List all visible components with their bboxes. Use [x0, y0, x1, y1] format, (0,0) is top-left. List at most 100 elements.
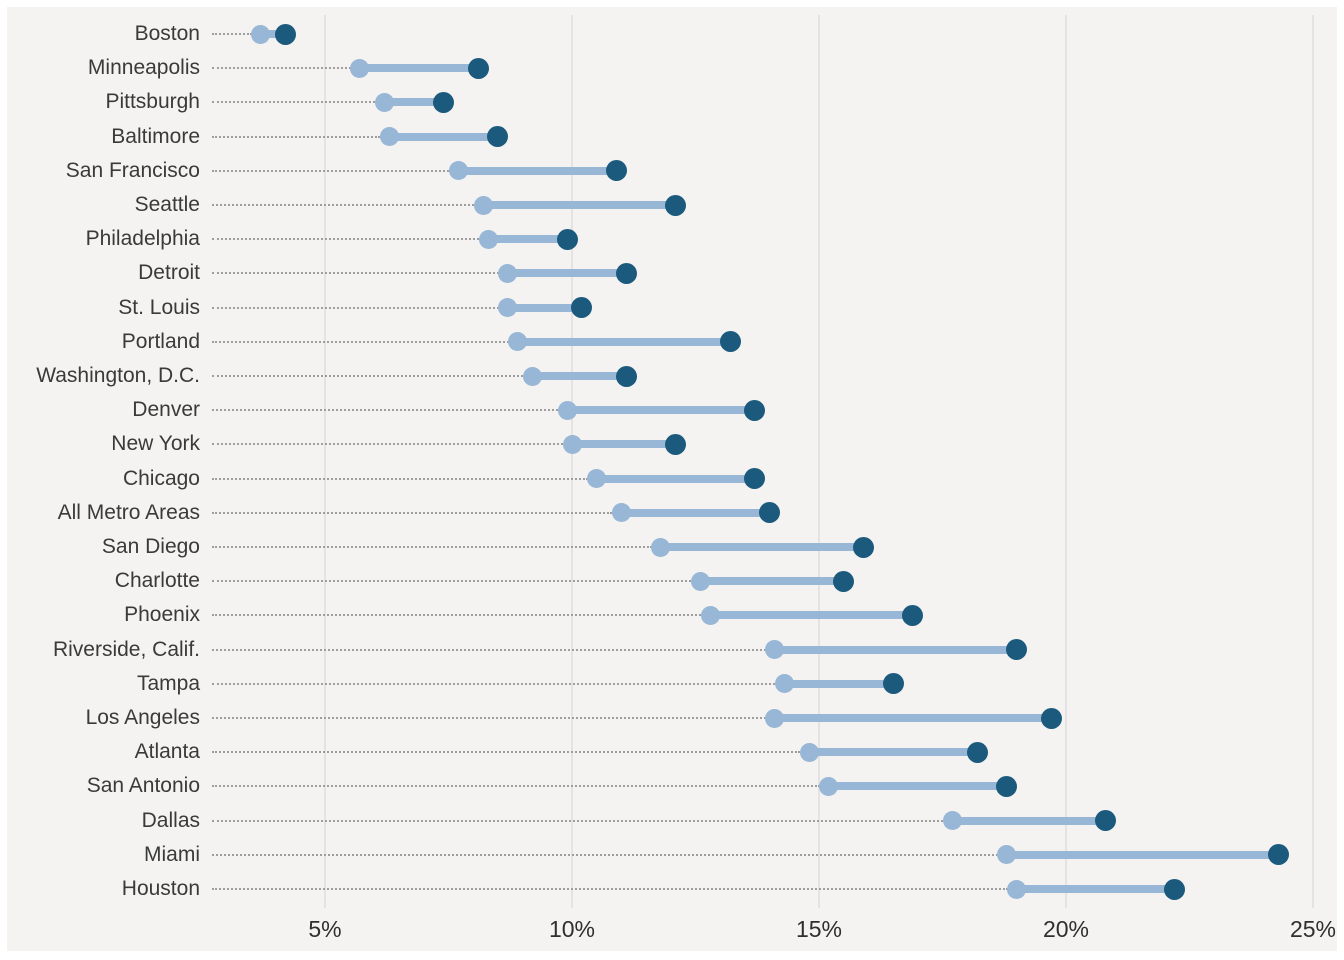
row-label: Philadelphia: [85, 227, 200, 251]
connector-bar: [774, 714, 1052, 722]
leader-line: [212, 648, 766, 651]
leader-line: [212, 546, 652, 548]
start-dot: [690, 571, 710, 591]
connector-bar: [483, 201, 676, 209]
leader-line: [212, 682, 776, 685]
end-dot: [274, 23, 296, 45]
connector-bar: [572, 440, 676, 449]
start-dot: [587, 469, 607, 489]
connector-bar: [784, 679, 894, 688]
gridline: [1065, 15, 1067, 908]
connector-bar: [517, 337, 731, 346]
row-label: Phoenix: [124, 603, 200, 627]
end-dot: [487, 126, 509, 148]
row-label: Detroit: [138, 261, 200, 285]
end-dot: [615, 365, 637, 387]
end-dot: [665, 433, 687, 455]
start-dot: [819, 776, 839, 796]
end-dot: [966, 741, 988, 763]
connector-bar: [384, 98, 444, 107]
leader-line: [212, 614, 702, 617]
connector-bar: [260, 30, 286, 38]
connector-bar: [710, 611, 913, 620]
connector-bar: [621, 508, 770, 517]
leader-line: [212, 409, 559, 412]
x-axis-tick-label: 20%: [1042, 916, 1090, 942]
leader-line: [212, 306, 499, 309]
start-dot: [350, 58, 370, 78]
gridline: [818, 15, 820, 908]
leader-line: [212, 375, 524, 377]
row-label: Riverside, Calif.: [52, 637, 200, 661]
end-dot: [852, 536, 874, 558]
start-dot: [611, 503, 631, 523]
connector-bar: [952, 816, 1106, 825]
end-dot: [467, 57, 489, 79]
leader-line: [212, 853, 998, 856]
leader-line: [212, 33, 252, 35]
connector-bar: [828, 782, 1007, 791]
row-label: Washington, D.C.: [36, 364, 200, 387]
connector-bar: [507, 303, 582, 312]
end-dot: [882, 673, 904, 695]
x-axis-tick-label: 25%: [1289, 916, 1337, 942]
row-label: Baltimore: [111, 124, 200, 148]
leader-line: [212, 443, 563, 446]
row-label: Los Angeles: [85, 706, 200, 729]
connector-bar: [1006, 850, 1279, 859]
start-dot: [774, 674, 794, 694]
start-dot: [508, 332, 528, 352]
leader-line: [212, 785, 820, 788]
row-label: San Francisco: [65, 158, 200, 182]
end-dot: [719, 331, 741, 353]
row-label: All Metro Areas: [57, 500, 200, 524]
leader-line: [212, 135, 381, 138]
leader-line: [212, 238, 480, 241]
x-axis-tick-label: 5%: [308, 916, 342, 942]
start-dot: [765, 708, 785, 728]
leader-line: [212, 888, 1008, 890]
start-dot: [498, 263, 518, 283]
row-label: Atlanta: [134, 740, 200, 764]
row-label: San Diego: [101, 535, 200, 558]
connector-bar: [1016, 885, 1175, 893]
gridline: [1312, 15, 1314, 908]
end-dot: [1095, 810, 1117, 832]
leader-line: [212, 511, 613, 514]
end-dot: [433, 91, 455, 113]
start-dot: [498, 298, 518, 318]
start-dot: [1007, 879, 1027, 899]
start-dot: [379, 127, 399, 147]
start-dot: [557, 400, 577, 420]
row-label: Chicago: [122, 466, 200, 490]
leader-line: [212, 477, 588, 480]
connector-bar: [532, 372, 627, 380]
end-dot: [744, 399, 766, 421]
connector-bar: [596, 474, 755, 483]
row-label: Pittsburgh: [105, 90, 200, 114]
leader-line: [212, 717, 766, 719]
row-label: Boston: [134, 22, 200, 45]
leader-line: [212, 169, 450, 172]
leader-line: [212, 580, 692, 583]
row-label: Minneapolis: [87, 56, 200, 80]
leader-line: [212, 272, 499, 275]
connector-bar: [458, 166, 617, 175]
start-dot: [942, 811, 962, 831]
connector-bar: [488, 235, 568, 244]
end-dot: [1040, 707, 1062, 729]
end-dot: [902, 604, 924, 626]
end-dot: [833, 570, 855, 592]
row-label: Tampa: [136, 671, 200, 695]
end-dot: [615, 262, 637, 284]
start-dot: [478, 229, 498, 249]
leader-line: [212, 67, 351, 70]
row-label: San Antonio: [86, 774, 200, 798]
x-axis-tick-label: 10%: [548, 916, 596, 942]
connector-bar: [507, 269, 627, 278]
row-label: Portland: [121, 329, 200, 353]
connector-bar: [660, 543, 864, 551]
end-dot: [665, 194, 687, 216]
gridline: [324, 15, 326, 908]
start-dot: [651, 537, 671, 557]
